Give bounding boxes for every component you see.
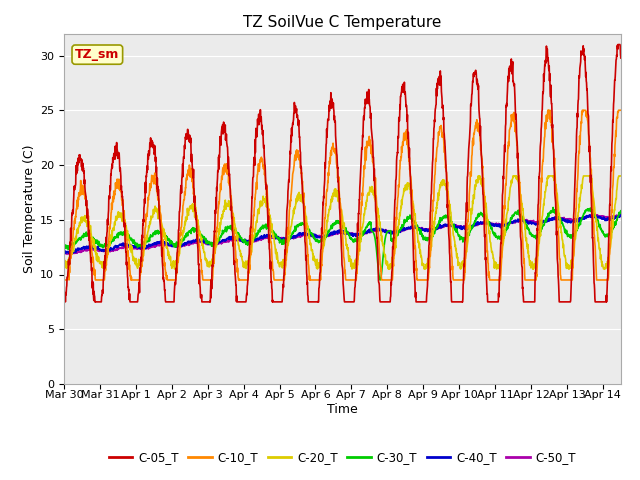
- C-40_T: [601, 216, 609, 222]
- C-50_T: [601, 214, 609, 219]
- C-40_T: [316, 234, 324, 240]
- C-30_T: [549, 204, 557, 210]
- C-50_T: [601, 214, 609, 220]
- C-50_T: [616, 212, 624, 217]
- C-40_T: [331, 231, 339, 237]
- C-10_T: [544, 108, 552, 113]
- Legend: C-05_T, C-10_T, C-20_T, C-30_T, C-40_T, C-50_T: C-05_T, C-10_T, C-20_T, C-30_T, C-40_T, …: [104, 446, 581, 468]
- C-40_T: [589, 211, 597, 217]
- C-20_T: [60, 258, 68, 264]
- C-10_T: [617, 108, 625, 113]
- C-20_T: [602, 264, 609, 270]
- C-30_T: [60, 240, 68, 246]
- C-40_T: [60, 248, 68, 253]
- C-50_T: [499, 220, 506, 226]
- C-05_T: [614, 42, 622, 48]
- C-20_T: [617, 173, 625, 179]
- Line: C-10_T: C-10_T: [64, 110, 621, 280]
- C-05_T: [60, 297, 68, 303]
- Line: C-40_T: C-40_T: [64, 214, 621, 253]
- C-20_T: [316, 257, 324, 263]
- C-30_T: [499, 232, 506, 238]
- Line: C-30_T: C-30_T: [64, 207, 621, 280]
- C-05_T: [331, 118, 339, 123]
- C-10_T: [316, 275, 324, 281]
- Line: C-50_T: C-50_T: [64, 215, 621, 255]
- C-05_T: [89, 279, 97, 285]
- C-05_T: [617, 55, 625, 61]
- C-50_T: [617, 212, 625, 218]
- C-20_T: [499, 242, 507, 248]
- C-05_T: [60, 299, 68, 305]
- Title: TZ SoilVue C Temperature: TZ SoilVue C Temperature: [243, 15, 442, 30]
- C-40_T: [499, 223, 506, 228]
- C-10_T: [601, 277, 609, 283]
- C-50_T: [67, 252, 74, 258]
- C-10_T: [331, 148, 339, 154]
- C-30_T: [88, 235, 96, 241]
- Text: TZ_sm: TZ_sm: [75, 48, 120, 61]
- C-05_T: [499, 190, 506, 195]
- C-05_T: [316, 269, 324, 275]
- C-50_T: [89, 246, 97, 252]
- Line: C-05_T: C-05_T: [64, 45, 621, 302]
- C-20_T: [601, 266, 609, 272]
- C-10_T: [499, 237, 506, 243]
- C-50_T: [316, 234, 324, 240]
- C-20_T: [314, 266, 321, 272]
- C-50_T: [60, 250, 68, 256]
- C-30_T: [617, 208, 625, 214]
- C-10_T: [601, 277, 609, 283]
- C-10_T: [60, 277, 68, 283]
- Y-axis label: Soil Temperature (C): Soil Temperature (C): [23, 144, 36, 273]
- C-40_T: [65, 251, 72, 256]
- Line: C-20_T: C-20_T: [64, 176, 621, 269]
- C-05_T: [601, 299, 609, 305]
- C-10_T: [88, 253, 96, 259]
- C-30_T: [602, 234, 609, 240]
- C-20_T: [474, 173, 482, 179]
- C-05_T: [601, 299, 609, 305]
- C-20_T: [331, 186, 339, 192]
- X-axis label: Time: Time: [327, 403, 358, 416]
- C-20_T: [88, 239, 96, 244]
- C-40_T: [617, 212, 625, 217]
- C-30_T: [331, 220, 339, 226]
- C-30_T: [376, 277, 384, 283]
- C-40_T: [602, 218, 609, 224]
- C-50_T: [331, 231, 339, 237]
- C-30_T: [601, 232, 609, 238]
- C-30_T: [316, 239, 324, 244]
- C-40_T: [89, 244, 97, 250]
